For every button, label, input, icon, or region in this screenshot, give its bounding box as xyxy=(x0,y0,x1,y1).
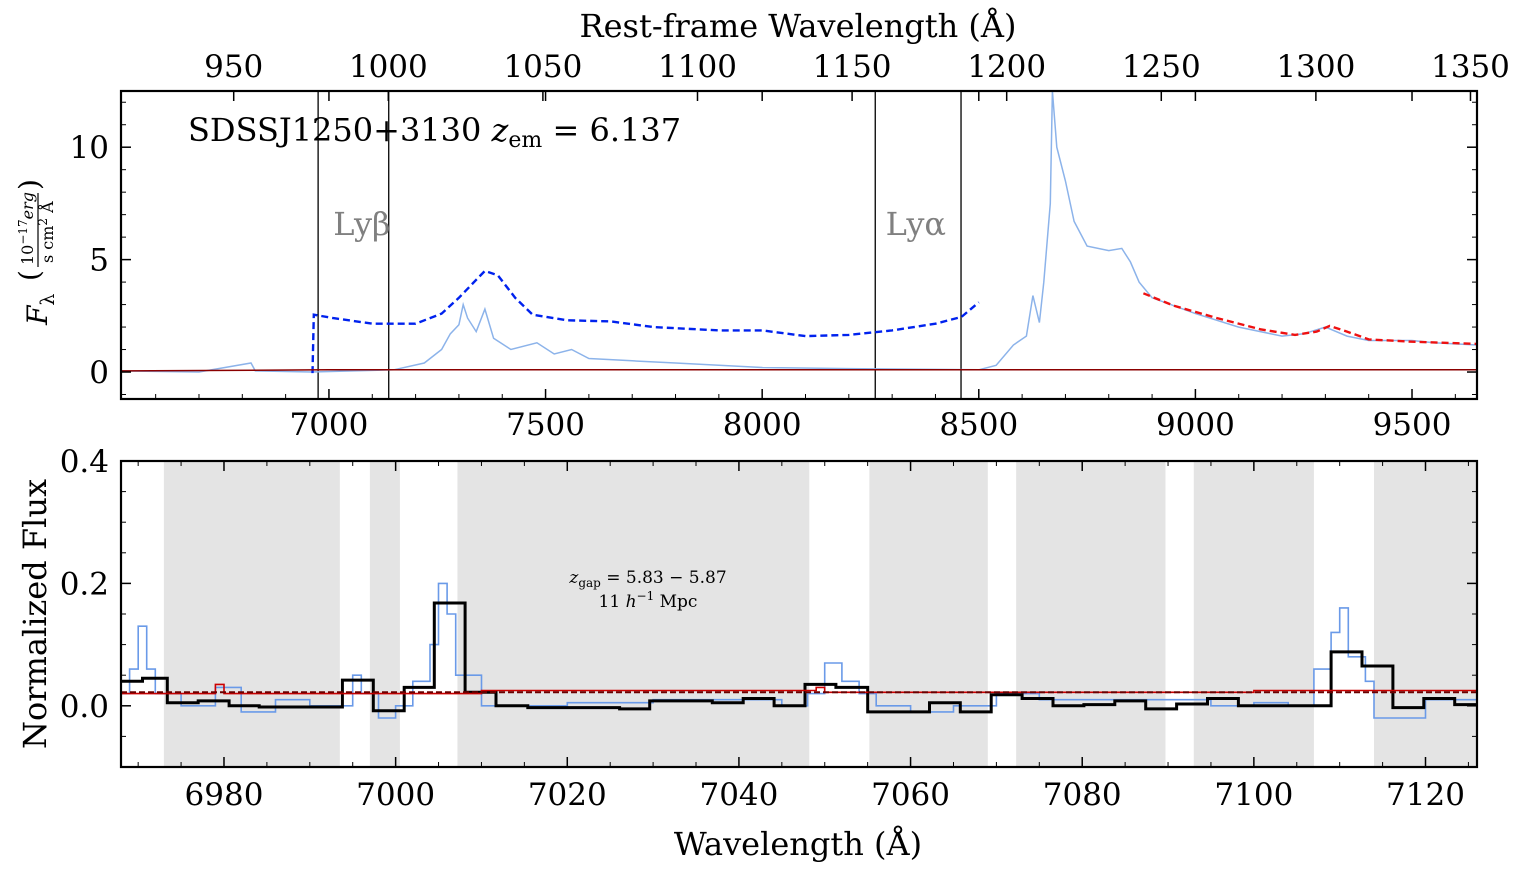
top-series-line xyxy=(311,269,980,374)
gap-shaded-region xyxy=(1016,461,1166,767)
top-restframe-tick-label: 1050 xyxy=(503,49,582,85)
bottom-x-tick-label: 7060 xyxy=(871,777,950,813)
gap-length-label: 11 h−1 Mpc xyxy=(599,589,698,612)
top-x-tick-label: 7000 xyxy=(289,407,368,443)
top-y-tick-label: 10 xyxy=(70,130,109,166)
bottom-x-tick-label: 7000 xyxy=(356,777,435,813)
bottom-y-tick-label: 0.4 xyxy=(60,444,109,480)
top-series-line xyxy=(120,369,1477,372)
top-restframe-tick-label: 950 xyxy=(204,49,263,85)
top-y-axis-title-main: Fλ xyxy=(21,294,59,326)
bottom-x-tick-label: 7020 xyxy=(528,777,607,813)
top-x-tick-label: 9500 xyxy=(1373,407,1452,443)
bottom-series-step xyxy=(121,582,1478,719)
bottom-y-axis-title: Normalized Flux xyxy=(16,479,54,749)
gap-shaded-region xyxy=(1374,461,1477,767)
top-y-axis-unit-den: s cm2 Å xyxy=(36,201,57,263)
gap-shaded-region xyxy=(369,461,400,767)
bottom-x-tick-label: 6980 xyxy=(185,777,264,813)
bottom-x-tick-label: 7120 xyxy=(1386,777,1465,813)
bottom-plot-frame xyxy=(119,459,1479,769)
top-y-axis-unit-num: 10−17erg xyxy=(16,192,37,265)
top-restframe-tick-label: 1000 xyxy=(349,49,428,85)
object-annotation: SDSSJ1250+3130 zem = 6.137 xyxy=(188,111,681,153)
gap-redshift-label: zgap = 5.83 − 5.87 xyxy=(568,568,726,590)
bottom-y-tick-label: 0.0 xyxy=(60,689,109,725)
top-x-tick-label: 9000 xyxy=(1156,407,1235,443)
top-restframe-tick-label: 1250 xyxy=(1122,49,1201,85)
binned-flux-step xyxy=(121,601,1477,714)
top-y-axis-paren-right: ) xyxy=(13,179,46,190)
top-x-tick-label: 7500 xyxy=(506,407,585,443)
top-restframe-tick-label: 1350 xyxy=(1431,49,1510,85)
gap-shaded-region xyxy=(1193,461,1314,767)
bottom-y-tick-label: 0.2 xyxy=(60,566,109,602)
gap-shaded-region xyxy=(457,461,810,767)
bottom-x-tick-label: 7100 xyxy=(1214,777,1293,813)
top-x-tick-label: 8500 xyxy=(939,407,1018,443)
top-restframe-tick-label: 1300 xyxy=(1276,49,1355,85)
bottom-x-tick-label: 7040 xyxy=(699,777,778,813)
top-y-tick-label: 5 xyxy=(89,243,109,279)
top-y-axis-title: Fλ ( 10−17erg s cm2 Å ) xyxy=(13,179,59,326)
gap-shaded-region xyxy=(869,461,988,767)
gap-shaded-region xyxy=(163,461,340,767)
top-series-line xyxy=(120,90,1478,373)
top-axis-title: Rest-frame Wavelength (Å) xyxy=(580,7,1017,45)
line-label: Lyα xyxy=(886,205,946,243)
bottom-panel: Wavelength (Å) Normalized Flux zgap = 5.… xyxy=(16,444,1479,863)
top-series-line xyxy=(1142,292,1478,346)
bottom-x-tick-label: 7080 xyxy=(1043,777,1122,813)
bottom-x-axis-title: Wavelength (Å) xyxy=(674,825,922,863)
line-label: Lyβ xyxy=(333,205,390,243)
top-x-tick-label: 8000 xyxy=(723,407,802,443)
top-restframe-tick-label: 1150 xyxy=(813,49,892,85)
top-restframe-tick-label: 1200 xyxy=(967,49,1046,85)
top-panel: Rest-frame Wavelength (Å) SDSSJ1250+3130… xyxy=(13,7,1510,443)
top-y-axis-paren-left: ( xyxy=(13,270,46,281)
top-y-tick-label: 0 xyxy=(89,355,109,391)
top-plot-frame xyxy=(119,89,1479,401)
top-restframe-tick-label: 1100 xyxy=(658,49,737,85)
